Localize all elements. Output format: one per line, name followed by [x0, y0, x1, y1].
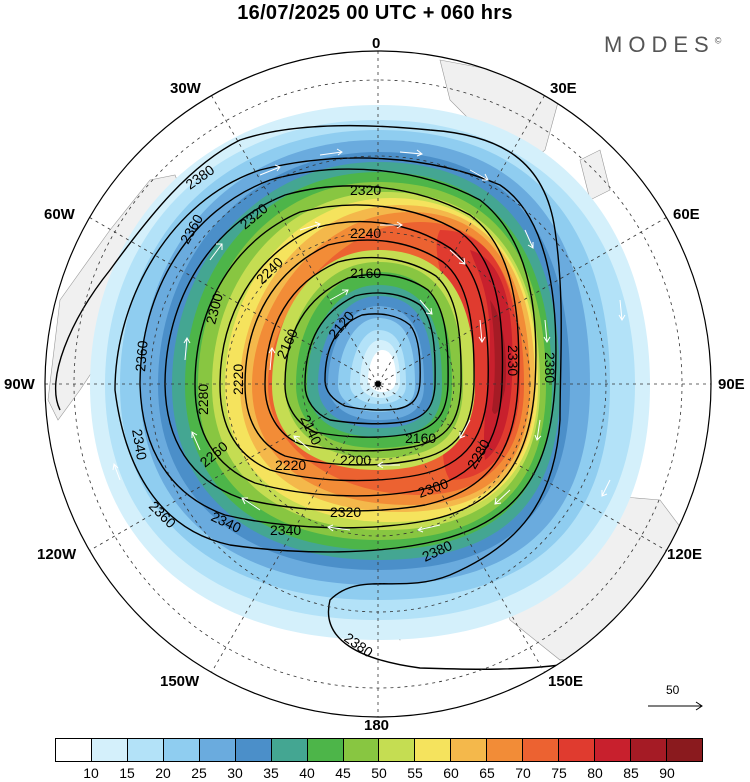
- legend-tick-label: 35: [263, 765, 279, 781]
- legend-swatch: [487, 739, 524, 761]
- contour-label: 2240: [350, 225, 381, 241]
- legend-swatch: [163, 739, 200, 761]
- contour-label: 2220: [230, 364, 246, 395]
- contour-label: 2280: [195, 384, 211, 415]
- legend-swatch: [235, 739, 272, 761]
- legend-tick-label: 10: [83, 765, 99, 781]
- legend-tick-label: 70: [515, 765, 531, 781]
- contour-label: 2160: [350, 265, 381, 281]
- contour-label: 2340: [270, 522, 301, 538]
- legend-tick-label: 50: [371, 765, 387, 781]
- legend-swatch: [631, 739, 667, 761]
- color-legend: [55, 738, 703, 762]
- contour-label: 2340: [129, 428, 150, 462]
- brand-text: MODES: [604, 32, 715, 57]
- lon-label-120e: 120E: [667, 546, 703, 563]
- contour-label: 2320: [350, 182, 381, 198]
- legend-tick-label: 40: [299, 765, 315, 781]
- legend-tick-label: 25: [191, 765, 207, 781]
- wind-reference-arrow: [648, 701, 703, 711]
- legend-swatch: [343, 739, 380, 761]
- lon-label-30e: 30E: [550, 80, 577, 97]
- legend-swatch: [199, 739, 236, 761]
- legend-tick-label: 85: [623, 765, 639, 781]
- lon-label-180: 180: [364, 717, 390, 734]
- legend-swatch: [415, 739, 452, 761]
- legend-swatch: [595, 739, 631, 761]
- contour-label: 2320: [330, 504, 361, 520]
- legend-tick-label: 15: [119, 765, 135, 781]
- lon-label-0: 0: [372, 35, 381, 52]
- land-madagascar: [579, 149, 611, 201]
- south-pole-marker: [375, 381, 381, 387]
- contour-label: 2360: [132, 340, 151, 373]
- legend-tick-label: 60: [443, 765, 459, 781]
- legend-tick-label: 90: [659, 765, 675, 781]
- brand-logo: MODES©: [604, 32, 721, 58]
- legend-swatch: [523, 739, 560, 761]
- legend-swatch: [56, 739, 92, 761]
- legend-tick-label: 20: [155, 765, 171, 781]
- legend-tick-label: 30: [227, 765, 243, 781]
- legend-swatch: [451, 739, 488, 761]
- lon-label-120w: 120W: [37, 546, 77, 563]
- legend-tick-label: 75: [551, 765, 567, 781]
- lon-label-60e: 60E: [673, 206, 700, 223]
- contour-label: 2380: [542, 352, 558, 383]
- wind-reference-label: 50: [666, 683, 680, 697]
- lon-label-150e: 150E: [548, 673, 584, 690]
- legend-swatch: [307, 739, 344, 761]
- map-boundary: [44, 50, 712, 718]
- legend-swatch: [666, 739, 702, 761]
- legend-swatch: [91, 739, 128, 761]
- legend-swatch: [127, 739, 164, 761]
- lon-label-30w: 30W: [170, 80, 201, 97]
- legend-tick-label: 45: [335, 765, 351, 781]
- legend-swatch: [379, 739, 416, 761]
- contour-label: 2160: [405, 430, 436, 446]
- legend-tick-label: 55: [407, 765, 423, 781]
- legend-tick-label: 80: [587, 765, 603, 781]
- contour-label: 2220: [275, 457, 306, 473]
- legend-swatch: [271, 739, 308, 761]
- contour-label: 2330: [505, 345, 521, 376]
- lon-label-60w: 60W: [44, 206, 75, 223]
- brand-mark: ©: [714, 35, 722, 46]
- graticule: [45, 51, 711, 717]
- lon-label-90w: 90W: [4, 376, 35, 393]
- lon-label-90e: 90E: [718, 376, 745, 393]
- lon-label-150w: 150W: [160, 673, 200, 690]
- wind-vectors: [112, 148, 626, 561]
- map-title: 16/07/2025 00 UTC + 060 hrs: [237, 2, 513, 24]
- legend-tick-label: 65: [479, 765, 495, 781]
- contour-label: 2300: [202, 291, 226, 325]
- legend-swatch: [559, 739, 596, 761]
- height-contours: [54, 124, 562, 670]
- contour-label: 2200: [340, 452, 371, 468]
